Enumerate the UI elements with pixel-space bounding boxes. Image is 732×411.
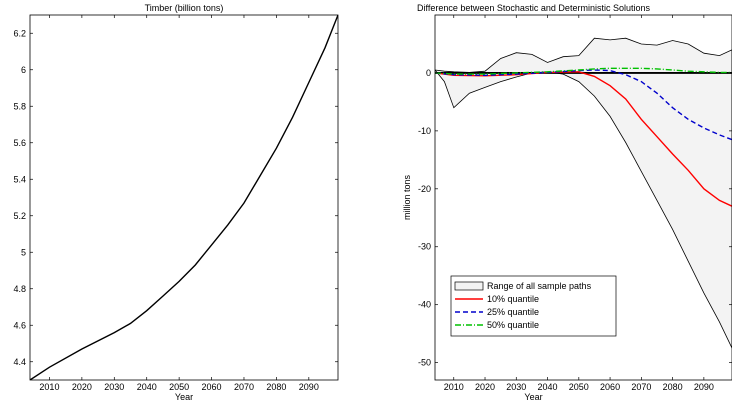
chart2-xtick-label: 2070 bbox=[631, 382, 651, 392]
chart2-legend-label: Range of all sample paths bbox=[487, 281, 592, 291]
chart1-xtick-label: 2040 bbox=[137, 382, 157, 392]
chart1-ytick-label: 5.8 bbox=[13, 101, 26, 111]
chart2-ytick-label: 0 bbox=[426, 68, 431, 78]
chart2-xlabel: Year bbox=[524, 392, 542, 402]
chart1-xtick-label: 2090 bbox=[299, 382, 319, 392]
chart1-ytick-label: 5.6 bbox=[13, 138, 26, 148]
chart1: 2010 2020 2030 2040 2050 2060 2070 2080 2090 4.4 4… bbox=[13, 3, 339, 402]
chart2-legend-swatch-range bbox=[454, 281, 484, 291]
chart2-plot bbox=[435, 37, 732, 349]
chart2-xtick-label: 2040 bbox=[538, 382, 558, 392]
chart2-xtick-label: 2090 bbox=[694, 382, 714, 392]
chart1-ytick-label: 5.4 bbox=[13, 174, 26, 184]
chart2-xtick-label: 2080 bbox=[663, 382, 683, 392]
chart1-ytick-label: 6.2 bbox=[13, 28, 26, 38]
chart1-ytick-label: 5 bbox=[21, 247, 26, 257]
chart1-ytick-label: 4.8 bbox=[13, 284, 26, 294]
chart2-title: Difference between Stochastic and Determ… bbox=[417, 3, 650, 13]
chart1-plot-area bbox=[30, 15, 338, 380]
chart1-xtick-label: 2020 bbox=[72, 382, 92, 392]
chart2-ytick-label: -20 bbox=[418, 184, 431, 194]
chart1-xtick-label: 2010 bbox=[39, 382, 59, 392]
chart2-legend-label: 25% quantile bbox=[487, 307, 539, 317]
chart2-ytick-label: -10 bbox=[418, 126, 431, 136]
chart1-ytick-label: 4.4 bbox=[13, 357, 26, 367]
chart2-xtick-label: 2030 bbox=[506, 382, 526, 392]
chart1-title: Timber (billion tons) bbox=[145, 3, 224, 13]
chart2-ytick-label: -30 bbox=[418, 242, 431, 252]
chart1-xtick-label: 2080 bbox=[266, 382, 286, 392]
chart2-ytick-label: -40 bbox=[418, 300, 431, 310]
chart2-xtick-label: 2060 bbox=[600, 382, 620, 392]
chart2-xtick-label: 2010 bbox=[444, 382, 464, 392]
chart2-series-50-quantile bbox=[435, 67, 732, 75]
chart2-legend-label: 50% quantile bbox=[487, 320, 539, 330]
chart1-xtick-label: 2030 bbox=[104, 382, 124, 392]
chart2-xtick-label: 2050 bbox=[569, 382, 589, 392]
chart1-series-line-1 bbox=[30, 15, 338, 380]
chart1-xtick-label: 2060 bbox=[202, 382, 222, 392]
chart2-legend: Range of all sample paths 10% quantile 25%… bbox=[450, 275, 617, 337]
chart1-plot bbox=[30, 15, 338, 380]
chart1-xtick-label: 2050 bbox=[169, 382, 189, 392]
chart2-ylabel: million tons bbox=[402, 174, 412, 220]
chart1-frame bbox=[29, 14, 339, 381]
chart2-legend-label: 10% quantile bbox=[487, 294, 539, 304]
chart2-frame bbox=[434, 14, 732, 381]
chart2: 2010 2020 2030 2040 2050 2060 2070 2080 2090 0 -10… bbox=[402, 3, 732, 402]
chart1-xlabel: Year bbox=[175, 392, 193, 402]
chart1-xtick-label: 2070 bbox=[234, 382, 254, 392]
chart1-ytick-label: 5.2 bbox=[13, 211, 26, 221]
chart2-xtick-label: 2020 bbox=[475, 382, 495, 392]
chart2-series-25-quantile bbox=[435, 69, 732, 141]
chart2-ytick-label: -50 bbox=[418, 358, 431, 368]
chart1-ytick-label: 6 bbox=[21, 65, 26, 75]
chart1-ytick-label: 4.6 bbox=[13, 320, 26, 330]
